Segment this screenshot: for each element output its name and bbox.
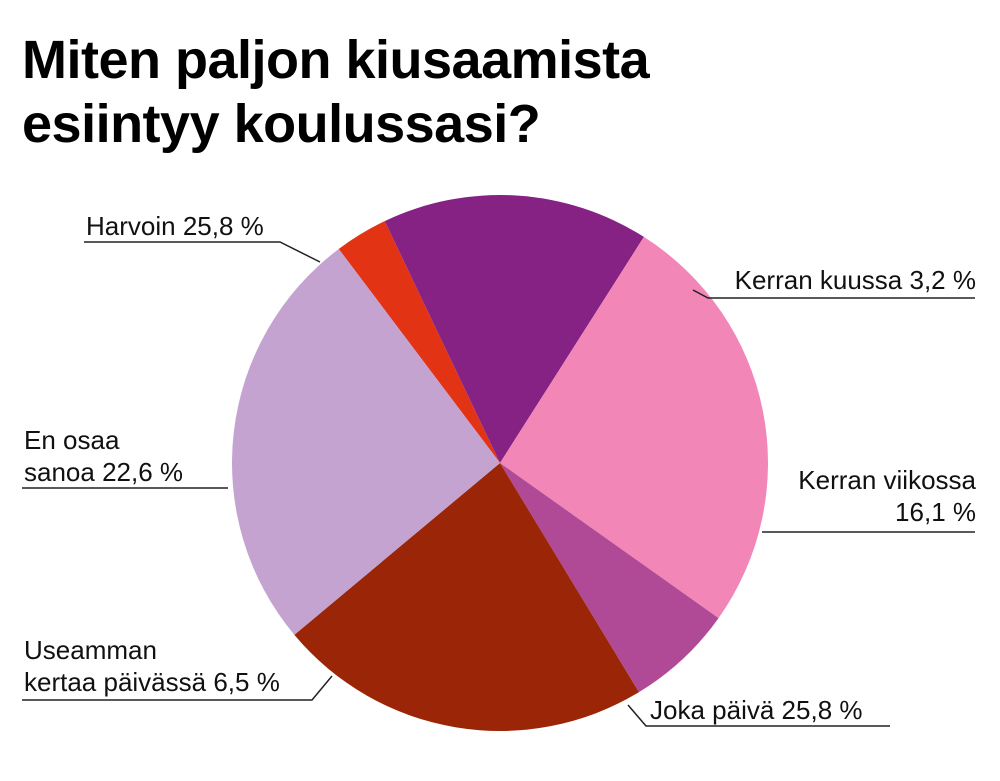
label-en-osaa-value: 22,6 %	[102, 457, 184, 487]
leader-line-kerran-kuussa	[692, 289, 975, 299]
chart-title: Miten paljon kiusaamista esiintyy koulus…	[22, 28, 782, 156]
label-useamman-value: 6,5 %	[213, 667, 280, 697]
label-kerran-viikossa-value: 16,1 %	[895, 497, 976, 527]
pie-slice-kerran-kuussa	[338, 221, 500, 463]
label-harvoin-name: Harvoin	[86, 211, 176, 241]
leader-line-useamman	[22, 675, 333, 701]
leader-lines	[22, 241, 975, 727]
label-kerran-kuussa: Kerran kuussa 3,2 %	[735, 264, 976, 296]
pie-slice-useamman-kertaa-päivässä	[500, 463, 719, 693]
pie-slices	[231, 195, 768, 732]
leader-line-joka-paiva	[627, 704, 890, 727]
label-kerran-kuussa-value: 3,2 %	[909, 265, 977, 295]
label-joka-paiva-name: Joka päivä	[650, 695, 775, 725]
label-kerran-kuussa-name: Kerran kuussa	[734, 265, 903, 295]
label-joka-paiva-value: 25,8 %	[781, 695, 863, 725]
label-useamman-name-line-1: Useamman	[24, 635, 157, 665]
pie-slice-kerran-viikossa	[384, 195, 644, 463]
label-joka-paiva: Joka päivä 25,8 %	[650, 694, 863, 726]
label-useamman-name-line-2: kertaa päivässä	[24, 667, 207, 697]
chart-title-line-1: Miten paljon kiusaamista	[22, 30, 650, 90]
label-useamman: Useamman kertaa päivässä 6,5 %	[24, 634, 280, 698]
label-en-osaa-name-line-2: sanoa	[24, 457, 95, 487]
label-kerran-viikossa: Kerran viikossa 16,1 %	[798, 464, 976, 528]
label-kerran-viikossa-name: Kerran viikossa	[798, 465, 976, 495]
chart-title-line-2: esiintyy koulussasi?	[22, 94, 541, 154]
pie-slice-joka-päivä	[500, 236, 768, 619]
label-en-osaa-name-line-1: En osaa	[24, 425, 120, 455]
pie-slice-en-osaa-sanoa	[294, 463, 639, 732]
label-harvoin-value: 25,8 %	[182, 211, 264, 241]
label-en-osaa: En osaa sanoa 22,6 %	[24, 424, 183, 488]
pie-slice-harvoin	[231, 248, 501, 635]
leader-line-harvoin	[84, 241, 321, 263]
label-harvoin: Harvoin 25,8 %	[86, 210, 264, 242]
